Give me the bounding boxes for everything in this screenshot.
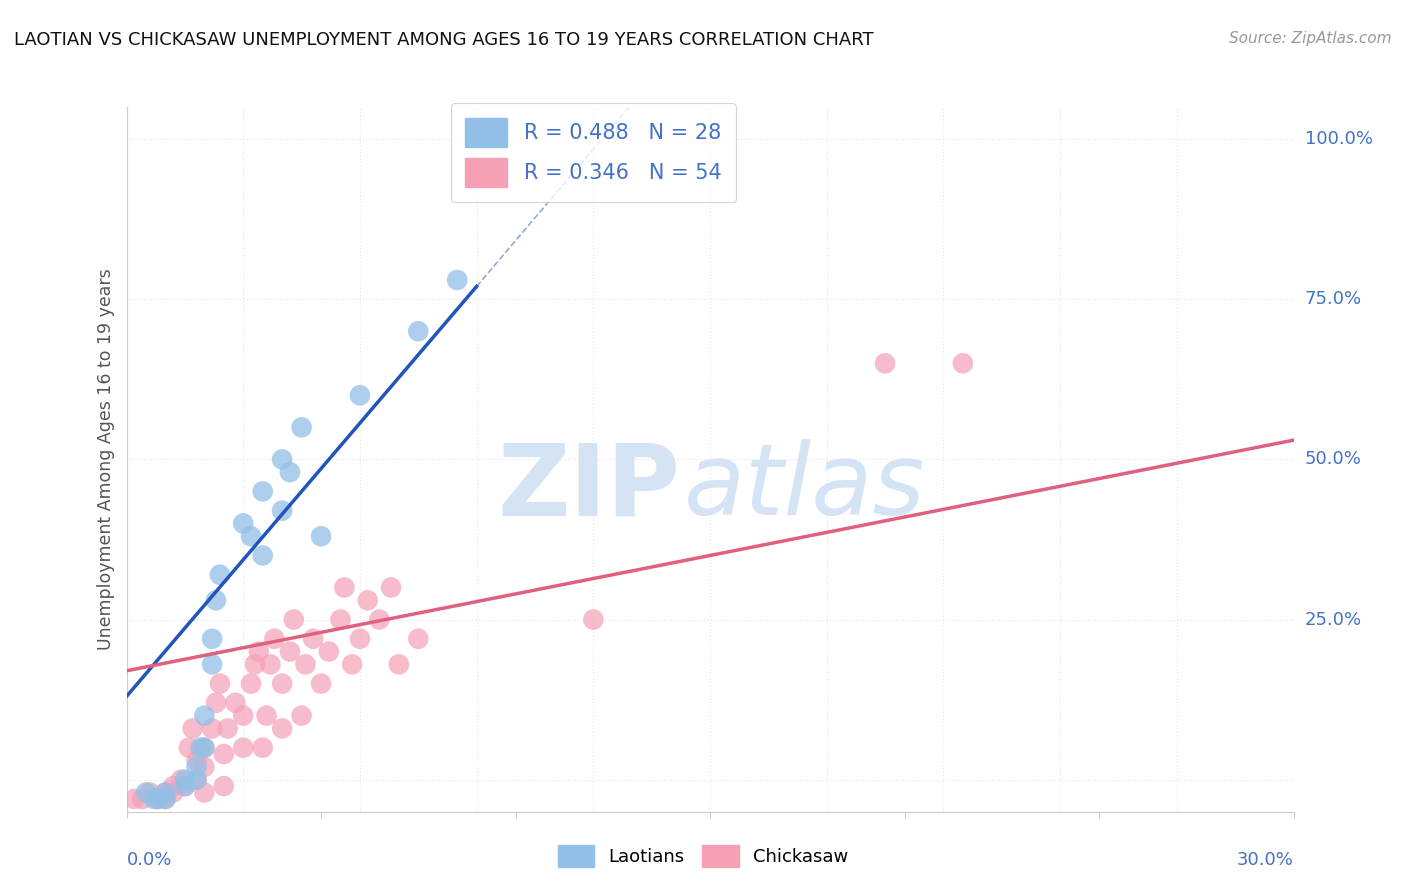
Point [582, 613, 605, 627]
Point [170, 772, 193, 787]
Point [349, 632, 371, 646]
Point [201, 632, 224, 646]
Point [329, 613, 352, 627]
Point [252, 484, 274, 499]
Point [263, 632, 285, 646]
Point [201, 657, 224, 672]
Point [283, 613, 305, 627]
Point [294, 657, 316, 672]
Point [205, 593, 228, 607]
Point [217, 722, 239, 736]
Point [357, 593, 380, 607]
Point [174, 779, 197, 793]
Point [193, 740, 215, 755]
Point [271, 722, 294, 736]
Point [193, 760, 215, 774]
Point [181, 722, 204, 736]
Text: 0.0%: 0.0% [127, 851, 172, 869]
Point [259, 657, 281, 672]
Point [278, 465, 301, 479]
Point [240, 529, 263, 543]
Point [208, 567, 231, 582]
Point [290, 708, 312, 723]
Legend: R = 0.488   N = 28, R = 0.346   N = 54: R = 0.488 N = 28, R = 0.346 N = 54 [451, 103, 735, 202]
Point [186, 772, 208, 787]
Point [309, 529, 332, 543]
Point [146, 792, 169, 806]
Legend: Laotians, Chickasaw: Laotians, Chickasaw [551, 838, 855, 874]
Point [333, 581, 356, 595]
Text: 50.0%: 50.0% [1305, 450, 1361, 468]
Point [232, 516, 254, 531]
Text: 100.0%: 100.0% [1305, 130, 1372, 148]
Point [193, 708, 215, 723]
Point [155, 792, 177, 806]
Point [186, 760, 208, 774]
Point [240, 676, 263, 690]
Point [174, 772, 197, 787]
Point [162, 779, 184, 793]
Point [205, 696, 228, 710]
Point [271, 676, 294, 690]
Point [278, 644, 301, 658]
Point [224, 696, 246, 710]
Point [252, 740, 274, 755]
Point [232, 708, 254, 723]
Point [142, 792, 165, 806]
Point [174, 779, 197, 793]
Point [193, 785, 215, 799]
Point [162, 785, 184, 799]
Text: atlas: atlas [685, 439, 927, 536]
Point [139, 785, 162, 799]
Point [875, 356, 897, 370]
Point [131, 792, 153, 806]
Point [155, 785, 177, 799]
Text: 30.0%: 30.0% [1237, 851, 1294, 869]
Point [952, 356, 974, 370]
Point [186, 754, 208, 768]
Point [124, 792, 146, 806]
Text: ZIP: ZIP [498, 439, 681, 536]
Point [290, 420, 312, 434]
Point [309, 676, 332, 690]
Y-axis label: Unemployment Among Ages 16 to 19 years: Unemployment Among Ages 16 to 19 years [97, 268, 115, 650]
Point [155, 785, 177, 799]
Point [446, 273, 468, 287]
Point [302, 632, 325, 646]
Point [208, 676, 231, 690]
Text: LAOTIAN VS CHICKASAW UNEMPLOYMENT AMONG AGES 16 TO 19 YEARS CORRELATION CHART: LAOTIAN VS CHICKASAW UNEMPLOYMENT AMONG … [14, 31, 873, 49]
Point [135, 785, 157, 799]
Point [155, 792, 177, 806]
Point [408, 632, 430, 646]
Point [232, 740, 254, 755]
Point [212, 747, 235, 761]
Point [380, 581, 402, 595]
Point [318, 644, 340, 658]
Point [243, 657, 266, 672]
Point [349, 388, 371, 402]
Point [190, 740, 212, 755]
Point [340, 657, 363, 672]
Point [193, 740, 215, 755]
Point [271, 452, 294, 467]
Point [186, 772, 208, 787]
Text: 25.0%: 25.0% [1305, 610, 1362, 629]
Point [146, 792, 169, 806]
Point [388, 657, 411, 672]
Point [201, 722, 224, 736]
Text: 75.0%: 75.0% [1305, 290, 1362, 309]
Point [368, 613, 391, 627]
Point [256, 708, 278, 723]
Point [177, 740, 200, 755]
Point [408, 324, 430, 338]
Point [212, 779, 235, 793]
Text: Source: ZipAtlas.com: Source: ZipAtlas.com [1229, 31, 1392, 46]
Point [247, 644, 270, 658]
Point [271, 503, 294, 517]
Point [252, 549, 274, 563]
